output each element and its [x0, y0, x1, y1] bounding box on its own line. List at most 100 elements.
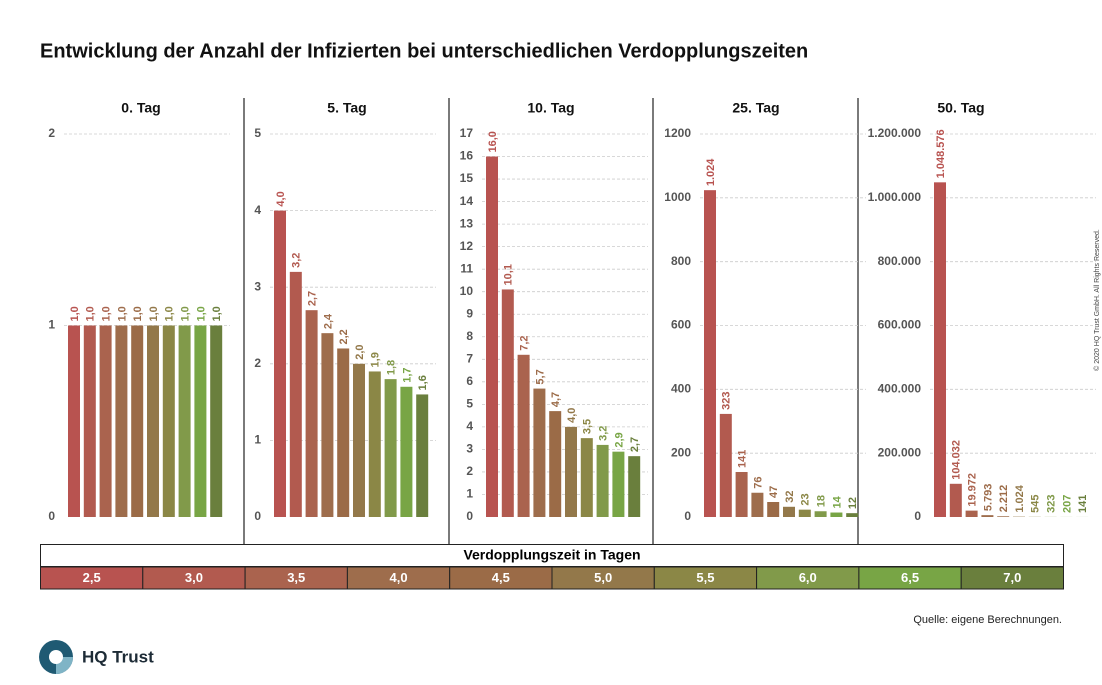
- bar: [596, 444, 609, 517]
- value-label: 141: [1077, 495, 1089, 513]
- bar: [704, 190, 716, 517]
- panel-title: 0. Tag: [121, 100, 160, 116]
- bar: [384, 379, 397, 517]
- bar: [549, 411, 562, 517]
- bar: [337, 348, 350, 517]
- bar: [115, 325, 128, 517]
- y-tick-label: 13: [460, 216, 474, 230]
- y-tick-label: 9: [466, 306, 473, 320]
- y-tick-label: 0: [254, 509, 261, 523]
- bar: [353, 363, 365, 517]
- legend-label: 6,0: [799, 570, 817, 585]
- value-label: 12: [847, 497, 859, 509]
- value-label: 323: [721, 392, 733, 410]
- value-label: 2,7: [629, 437, 641, 452]
- value-label: 323: [1046, 495, 1058, 513]
- bar: [997, 516, 1010, 517]
- value-label: 1.048.576: [935, 129, 947, 178]
- y-tick-label: 3: [254, 279, 261, 293]
- value-label: 7,2: [519, 335, 531, 350]
- y-tick-label: 600.000: [878, 318, 922, 332]
- bar: [830, 512, 843, 517]
- bar: [735, 471, 748, 517]
- legend-label: 3,0: [185, 570, 203, 585]
- bar: [194, 325, 207, 517]
- y-tick-label: 1.200.000: [868, 126, 922, 140]
- value-label: 1,0: [85, 306, 97, 321]
- bar: [981, 515, 994, 517]
- value-label: 2,4: [322, 313, 334, 329]
- legend-label: 4,5: [492, 570, 510, 585]
- bar: [416, 394, 429, 517]
- bar: [486, 156, 498, 517]
- bar: [533, 388, 546, 517]
- y-tick-label: 1200: [664, 126, 691, 140]
- value-label: 18: [816, 495, 828, 507]
- legend-label: 6,5: [901, 570, 919, 585]
- panel-title: 10. Tag: [527, 100, 574, 116]
- value-label: 207: [1061, 495, 1073, 513]
- value-label: 1,0: [195, 306, 207, 321]
- bar: [99, 325, 112, 517]
- y-tick-label: 3: [466, 442, 473, 456]
- value-label: 16,0: [487, 131, 499, 152]
- y-tick-label: 1.000.000: [868, 190, 922, 204]
- value-label: 2,0: [354, 345, 366, 360]
- bar: [751, 492, 764, 517]
- value-label: 2,7: [307, 291, 319, 306]
- y-tick-label: 400: [671, 382, 691, 396]
- y-tick-label: 1: [466, 487, 473, 501]
- value-label: 4,7: [550, 392, 562, 407]
- value-label: 2.212: [998, 485, 1010, 513]
- y-tick-label: 800.000: [878, 254, 922, 268]
- value-label: 104.032: [951, 440, 963, 480]
- y-tick-label: 2: [48, 126, 55, 140]
- value-label: 5.793: [982, 484, 994, 512]
- bar: [83, 325, 96, 517]
- bar: [628, 456, 641, 517]
- bar: [934, 182, 946, 517]
- value-label: 2,2: [338, 329, 350, 344]
- bar: [798, 509, 811, 517]
- y-tick-label: 12: [460, 239, 474, 253]
- value-label: 141: [737, 450, 749, 468]
- bar: [767, 501, 780, 517]
- legend-label: 3,5: [287, 570, 305, 585]
- chart-title: Entwicklung der Anzahl der Infizierten b…: [40, 40, 808, 62]
- value-label: 1,8: [386, 360, 398, 375]
- y-tick-label: 1: [48, 318, 55, 332]
- value-label: 1,7: [401, 367, 413, 382]
- bar: [289, 271, 302, 517]
- y-tick-label: 400.000: [878, 382, 922, 396]
- y-tick-label: 11: [460, 261, 473, 275]
- value-label: 2,9: [613, 432, 625, 447]
- bar: [178, 325, 191, 517]
- y-tick-label: 4: [466, 419, 473, 433]
- y-tick-label: 1: [254, 433, 261, 447]
- bar: [321, 333, 334, 517]
- value-label: 1,0: [69, 306, 81, 321]
- value-label: 1,0: [101, 306, 113, 321]
- y-tick-label: 0: [684, 509, 691, 523]
- y-tick-label: 15: [460, 171, 474, 185]
- bar: [949, 483, 962, 517]
- value-label: 4,0: [566, 408, 578, 423]
- bar: [580, 438, 593, 517]
- value-label: 1.024: [705, 158, 717, 186]
- value-label: 1,0: [116, 306, 128, 321]
- legend-label: 4,0: [390, 570, 408, 585]
- bar: [565, 426, 577, 517]
- bar: [783, 506, 795, 517]
- value-label: 76: [752, 476, 764, 488]
- value-label: 545: [1030, 494, 1042, 512]
- logo-text: HQ Trust: [82, 647, 154, 666]
- bar: [305, 310, 318, 517]
- y-tick-label: 4: [254, 203, 261, 217]
- source: Quelle: eigene Berechnungen.: [913, 614, 1062, 626]
- bar: [210, 325, 223, 517]
- bar: [814, 511, 827, 517]
- value-label: 23: [800, 493, 812, 505]
- y-tick-label: 14: [460, 194, 474, 208]
- y-tick-label: 1000: [664, 190, 691, 204]
- y-tick-label: 5: [466, 397, 473, 411]
